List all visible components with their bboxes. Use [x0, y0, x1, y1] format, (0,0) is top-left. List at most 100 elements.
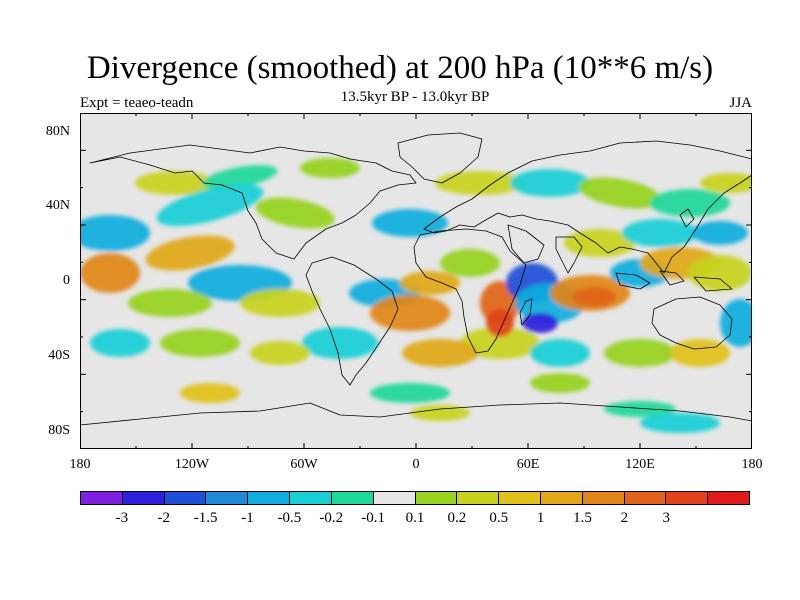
coast-eurasia [423, 140, 752, 274]
divergence-contour [372, 209, 448, 237]
divergence-contour [250, 341, 310, 365]
divergence-contour [156, 183, 264, 227]
colorbar-label: 1.5 [573, 510, 592, 526]
divergence-contour [622, 219, 698, 247]
coast-south-america [305, 256, 399, 386]
divergence-contour [302, 327, 378, 359]
experiment-label: Expt = teaeo-teadn [80, 95, 194, 111]
divergence-contour [160, 329, 240, 357]
colorbar-box [666, 492, 709, 504]
divergence-contour [300, 158, 360, 178]
map-plot-area [80, 113, 752, 449]
divergence-contour [180, 383, 240, 403]
divergence-contour [90, 329, 150, 357]
divergence-contour [510, 169, 590, 197]
coast-maritime [615, 270, 733, 292]
divergence-contour [572, 287, 616, 307]
divergence-contour [440, 249, 500, 277]
coast-north-america [89, 144, 417, 260]
divergence-contour [604, 401, 676, 417]
lat-label-0: 0 [63, 273, 70, 288]
colorbar-box [540, 492, 583, 504]
colorbar-label: -1.5 [193, 510, 218, 526]
lat-label-40s: 40S [48, 348, 70, 363]
colorbar-box [81, 492, 123, 504]
colorbar-label: -0.1 [361, 510, 385, 526]
colorbar-label: -1 [241, 510, 254, 526]
divergence-contour [370, 383, 450, 403]
coast-madagascar [519, 298, 533, 326]
lon-label-60w: 60W [290, 457, 318, 472]
lon-label-120w: 120W [174, 457, 210, 472]
axis-ticks [80, 113, 752, 449]
divergence-contour [402, 339, 478, 367]
divergence-contour [604, 339, 676, 367]
divergence-contour [522, 313, 558, 333]
colorbar-box [415, 492, 458, 504]
colorbar-box [624, 492, 667, 504]
colorbar-label: 0.5 [489, 510, 509, 526]
lon-label-180e: 180 [741, 457, 763, 472]
colorbar-label: 2 [620, 510, 629, 526]
lat-label-80n: 80N [45, 124, 70, 139]
divergence-contour [700, 173, 752, 193]
divergence-contour [720, 299, 752, 347]
divergence-contour [255, 197, 335, 229]
divergence-contour [80, 215, 150, 251]
divergence-contour [460, 327, 540, 359]
coast-antarctica [80, 402, 752, 426]
lon-label-60e: 60E [516, 457, 540, 472]
divergence-contour [688, 255, 752, 291]
colorbar-box [248, 492, 291, 504]
colorbar-label: 1 [536, 510, 545, 526]
divergence-contour [400, 271, 460, 295]
divergence-contour [202, 165, 278, 189]
coast-japan [679, 208, 695, 228]
coast-india [555, 236, 583, 274]
colorbar-label: 0.2 [447, 510, 467, 526]
divergence-contour [410, 405, 470, 421]
coastlines [80, 132, 752, 426]
colorbar-box [499, 492, 541, 504]
season-label: JJA [729, 95, 752, 111]
coast-australia [651, 296, 733, 350]
colorbar-box [582, 492, 625, 504]
divergence-contour [135, 171, 215, 195]
divergence-contour [80, 253, 140, 293]
colorbar-box [457, 492, 500, 504]
divergence-contour [486, 309, 514, 337]
lat-label-40n: 40N [45, 198, 70, 213]
divergence-contour [240, 289, 320, 317]
coast-greenland [397, 132, 483, 184]
lat-label-80s: 80S [48, 423, 70, 438]
divergence-contour [640, 413, 720, 433]
colorbar-box [122, 492, 165, 504]
divergence-contour [578, 177, 662, 209]
divergence-contour [530, 373, 590, 393]
colorbar-box [206, 492, 249, 504]
divergence-contour [145, 235, 235, 271]
divergence-field [80, 158, 752, 433]
colorbar-label: -0.2 [319, 510, 344, 526]
colorbar-label: -3 [115, 510, 129, 526]
map-title: Divergence (smoothed) at 200 hPa (10**6 … [86, 50, 714, 86]
divergence-contour [692, 221, 748, 245]
coast-africa [413, 228, 527, 354]
divergence-map [80, 113, 752, 449]
colorbar-box [331, 492, 374, 504]
colorbar-label: 0.1 [405, 510, 425, 526]
lon-label-180w: 180 [69, 457, 91, 472]
divergence-contour [370, 295, 450, 331]
colorbar-box [164, 492, 207, 504]
colorbar-box [373, 492, 416, 504]
colorbar-label: -0.5 [277, 510, 302, 526]
divergence-contour [128, 289, 212, 317]
lon-label-0: 0 [412, 457, 420, 472]
coast-arabia [507, 224, 545, 264]
colorbar-box [708, 492, 749, 504]
lon-label-120e: 120E [625, 457, 655, 472]
divergence-contour [530, 339, 590, 367]
divergence-contour [650, 189, 730, 217]
colorbar-box [290, 492, 332, 504]
divergence-contour [564, 229, 636, 257]
